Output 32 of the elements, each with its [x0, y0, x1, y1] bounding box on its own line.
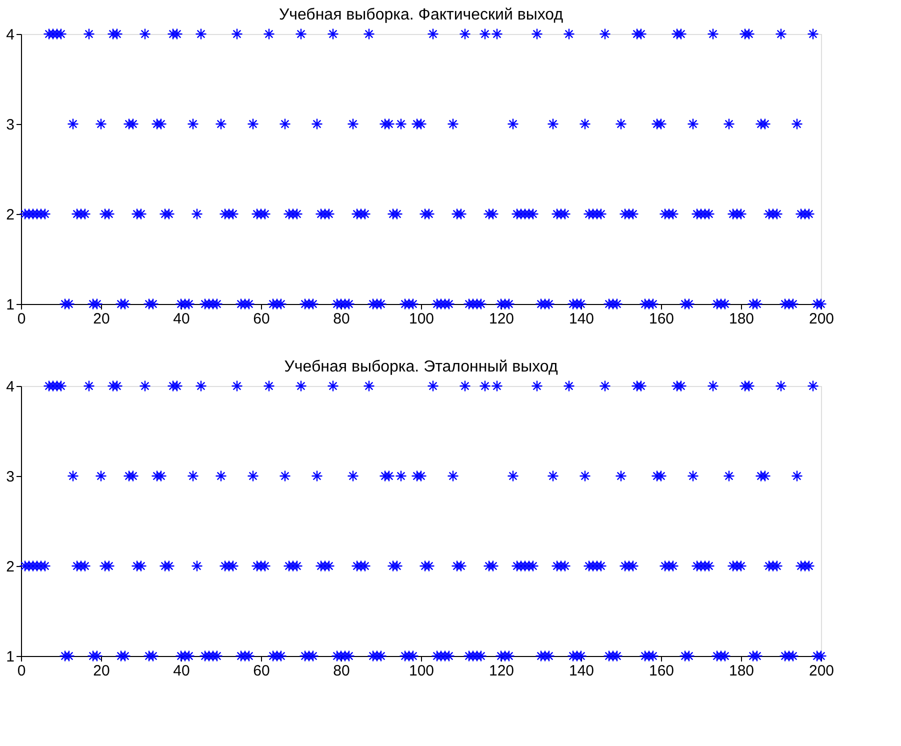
x-tick-label: 0 [17, 310, 26, 328]
y-tick-label: 1 [6, 296, 14, 314]
x-tick-label: 120 [488, 310, 514, 328]
x-tick-label: 20 [93, 662, 110, 680]
x-tick-label: 140 [568, 662, 594, 680]
x-tick-label: 200 [808, 662, 834, 680]
y-tick-label: 2 [6, 558, 14, 576]
x-tick-label: 180 [728, 662, 754, 680]
x-tick-label: 60 [253, 310, 270, 328]
y-tick-label: 3 [6, 468, 14, 486]
y-tick-label: 4 [6, 378, 14, 396]
x-tick-label: 100 [408, 662, 434, 680]
x-tick-label: 160 [648, 310, 674, 328]
y-tick-label: 2 [6, 206, 14, 224]
x-tick-label: 200 [808, 310, 834, 328]
x-tick-label: 100 [408, 310, 434, 328]
x-tick-label: 20 [93, 310, 110, 328]
x-tick-label: 120 [488, 662, 514, 680]
x-tick-label: 0 [17, 662, 26, 680]
x-tick-label: 60 [253, 662, 270, 680]
chart-title: Учебная выборка. Фактический выход [278, 6, 564, 24]
x-tick-label: 140 [568, 310, 594, 328]
x-tick-label: 160 [648, 662, 674, 680]
x-tick-label: 40 [173, 310, 190, 328]
x-tick-label: 180 [728, 310, 754, 328]
y-tick-label: 3 [6, 116, 14, 134]
chart-title: Учебная выборка. Эталонный выход [284, 358, 558, 376]
y-tick-label: 1 [6, 648, 14, 666]
x-tick-label: 80 [333, 310, 350, 328]
x-tick-label: 80 [333, 662, 350, 680]
x-tick-label: 40 [173, 662, 190, 680]
y-tick-label: 4 [6, 26, 14, 44]
